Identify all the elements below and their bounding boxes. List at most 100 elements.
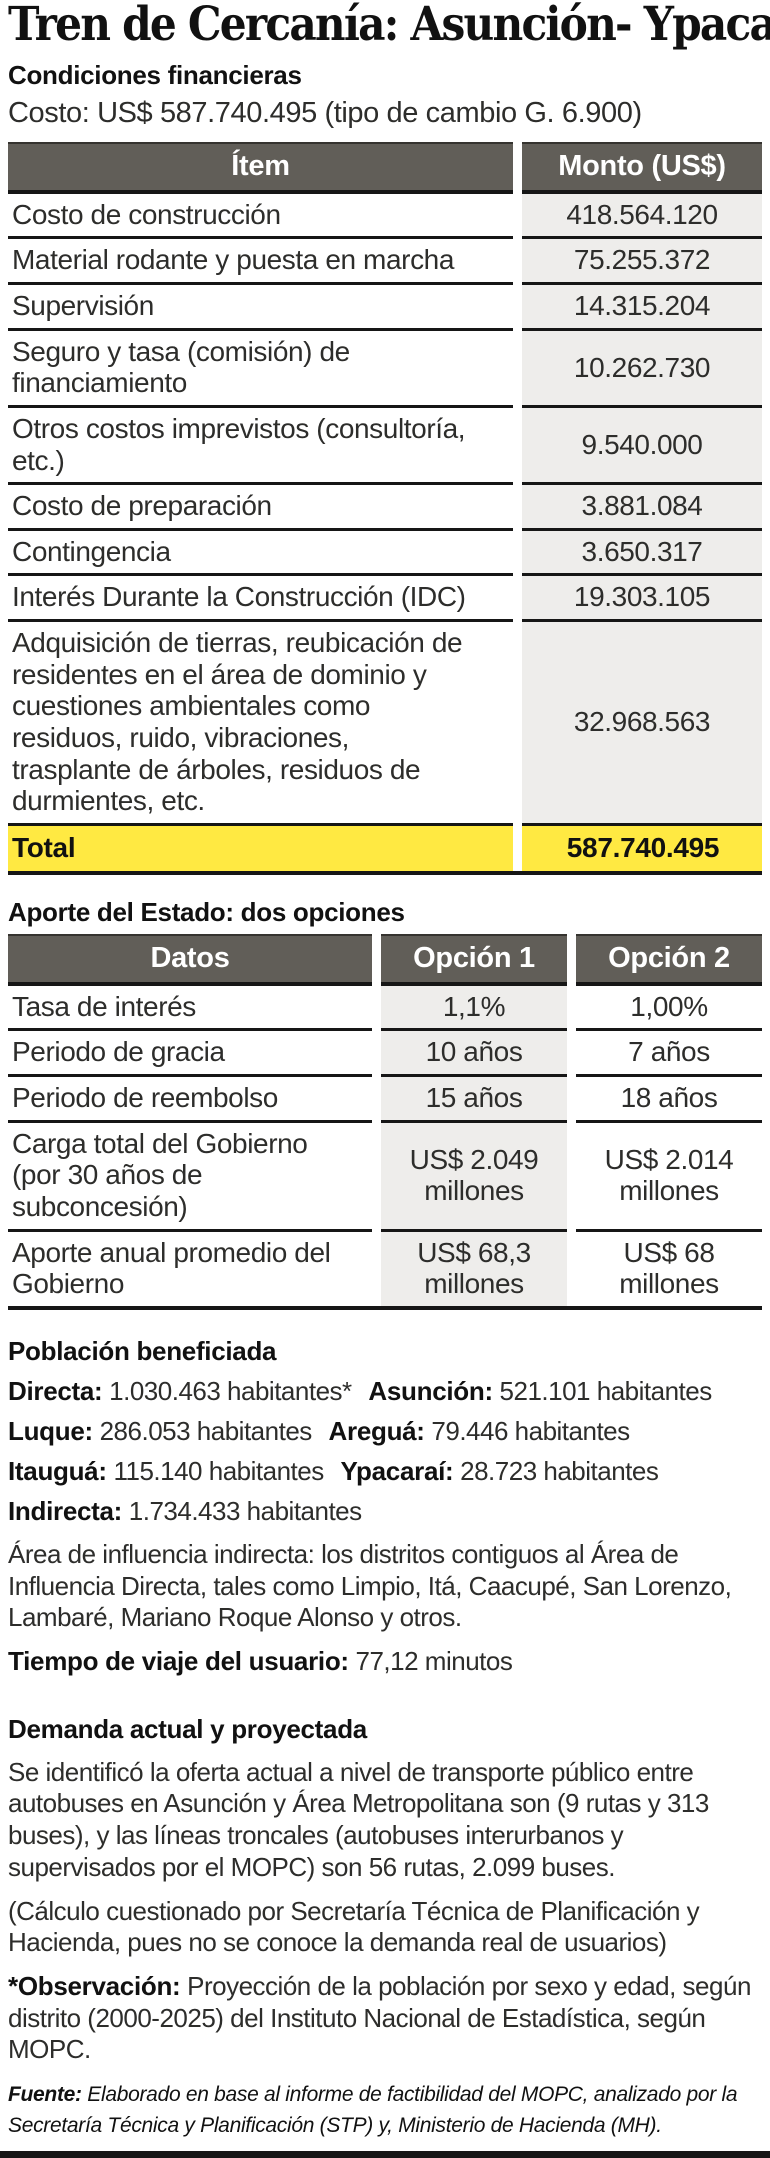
- table-row-item: Interés Durante la Construcción (IDC): [8, 576, 513, 623]
- bottom-rule: [0, 2151, 770, 2158]
- indirect-influence-note: Área de influencia indirecta: los distri…: [8, 1538, 732, 1633]
- source-label: Fuente:: [8, 2083, 82, 2107]
- column-divider: [513, 141, 522, 194]
- table-row-label: Periodo de gracia: [8, 1031, 372, 1078]
- column-divider: [513, 825, 522, 871]
- total-row-label: Total: [8, 825, 513, 871]
- observation-text: Proyección de la población por sexo y ed…: [8, 1971, 751, 2065]
- table-row-item: Contingencia: [8, 531, 513, 577]
- table-row-amount: 19.303.105: [522, 576, 762, 623]
- stat-value: 1.734.433 habitantes: [128, 1495, 362, 1526]
- demand-disclaimer: (Cálculo cuestionado por Secretaría Técn…: [8, 1895, 700, 1958]
- table-row-option2: US$ 2.014 millones: [576, 1123, 762, 1232]
- column-divider: [372, 1231, 381, 1306]
- population-stat-line: Directa: 1.030.463 habitantes* Asunción:…: [8, 1376, 762, 1407]
- table-row-option1: US$ 2.049 millones: [381, 1122, 567, 1232]
- column-divider: [567, 1077, 576, 1123]
- stat-label: Directa:: [8, 1375, 103, 1406]
- population-stat-line: Itauguá: 115.140 habitantes Ypacaraí: 28…: [8, 1456, 762, 1487]
- state-contribution-table: Datos Opción 1 Opción 2 Tasa de interés …: [8, 933, 762, 1310]
- observation-label: *Observación:: [8, 1971, 181, 2001]
- stat-value: 286.053 habitantes: [99, 1415, 313, 1446]
- population-heading: Población beneficiada: [8, 1335, 277, 1366]
- column-divider: [567, 1231, 576, 1306]
- table-row-label: Periodo de reembolso: [8, 1077, 372, 1123]
- table-row-option2: US$ 68 millones: [619, 1236, 719, 1300]
- column-divider: [513, 576, 522, 623]
- table-row-item: Supervisión: [8, 285, 513, 331]
- observation-note: *Observación: Proyección de la población…: [8, 1971, 762, 2066]
- table-row-item: Adquisición de tierras, reubicación de r…: [8, 622, 513, 826]
- table-row-label: Carga total del Gobierno (por 30 años de…: [8, 1123, 372, 1232]
- column-header-datos: Datos: [8, 933, 372, 986]
- column-divider: [372, 985, 381, 1032]
- column-header-option2: Opción 2: [576, 933, 762, 986]
- stat-value: 115.140 habitantes: [113, 1455, 324, 1486]
- stat-label: Ypacaraí:: [340, 1455, 454, 1486]
- column-header-amount: Monto (US$): [522, 141, 762, 194]
- column-divider: [513, 193, 522, 240]
- table-row-item: Otros costos imprevistos (consultoría, e…: [8, 408, 513, 486]
- table-row-item: Costo de construcción: [8, 194, 513, 240]
- table-row-amount: 9.540.000: [522, 407, 762, 486]
- column-divider: [567, 985, 576, 1032]
- column-divider: [513, 330, 522, 408]
- table-row-item: Seguro y tasa (comisión) de financiamien…: [8, 331, 513, 408]
- travel-time-line: Tiempo de viaje del usuario: 77,12 minut…: [8, 1646, 762, 1678]
- table-row-option1: 10 años: [381, 1031, 567, 1078]
- financial-table: Ítem Monto (US$) Costo de construcción 4…: [8, 141, 762, 875]
- table-row-option2: 1,00%: [576, 986, 762, 1032]
- column-divider: [372, 1031, 381, 1078]
- column-header-option1: Opción 1: [381, 933, 567, 986]
- travel-time-value: 77,12 minutos: [355, 1645, 513, 1676]
- column-header-item: Ítem: [8, 141, 513, 194]
- stat-value: 28.723 habitantes: [460, 1455, 659, 1486]
- table-row-amount: 418.564.120: [522, 193, 762, 240]
- source-text: Elaborado en base al informe de factibil…: [8, 2083, 738, 2137]
- table-row-item: Costo de preparación: [8, 485, 513, 531]
- column-divider: [513, 407, 522, 486]
- column-divider: [513, 530, 522, 577]
- demand-heading: Demanda actual y proyectada: [8, 1713, 367, 1744]
- table-row-item: Material rodante y puesta en marcha: [8, 239, 513, 286]
- table-row-amount: 75.255.372: [522, 239, 762, 286]
- table-row-option1: US$ 68,3 millones: [381, 1231, 567, 1306]
- table-row-label: Tasa de interés: [8, 986, 372, 1032]
- table-row-option2: 7 años: [576, 1031, 762, 1078]
- column-divider: [567, 933, 576, 986]
- population-stat-line: Indirecta: 1.734.433 habitantes: [8, 1496, 762, 1527]
- demand-paragraph: Se identificó la oferta actual a nivel d…: [8, 1756, 709, 1882]
- table-row-amount: 3.881.084: [522, 485, 762, 531]
- column-divider: [513, 239, 522, 286]
- financial-cost-subtitle: Costo: US$ 587.740.495 (tipo de cambio G…: [8, 96, 642, 129]
- stat-label: Areguá:: [328, 1415, 425, 1446]
- table-row-amount: 32.968.563: [522, 622, 762, 826]
- table-row-option1: 15 años: [381, 1077, 567, 1123]
- column-divider: [513, 485, 522, 531]
- column-divider: [372, 933, 381, 986]
- stat-value: 521.101 habitantes: [499, 1375, 713, 1406]
- stat-value: 1.030.463 habitantes*: [109, 1375, 352, 1406]
- table-row-amount: 3.650.317: [522, 530, 762, 577]
- financial-heading: Condiciones financieras: [8, 59, 302, 90]
- column-divider: [513, 285, 522, 331]
- state-contribution-heading: Aporte del Estado: dos opciones: [8, 896, 405, 927]
- column-divider: [567, 1122, 576, 1232]
- population-stat-line: Luque: 286.053 habitantes Areguá: 79.446…: [8, 1416, 762, 1447]
- total-row-amount: 587.740.495: [522, 825, 762, 871]
- stat-value: 79.446 habitantes: [431, 1415, 630, 1446]
- column-divider: [513, 622, 522, 826]
- travel-time-label: Tiempo de viaje del usuario:: [8, 1645, 349, 1676]
- stat-label: Itauguá:: [8, 1455, 107, 1486]
- table-row-option2: 18 años: [576, 1077, 762, 1123]
- table-row-option1: 1,1%: [381, 985, 567, 1032]
- table-row-amount: 10.262.730: [522, 330, 762, 408]
- column-divider: [372, 1077, 381, 1123]
- page-title: Tren de Cercanía: Asunción- Ypacaraí: [8, 0, 770, 52]
- source-credit: Fuente: Elaborado en base al informe de …: [8, 2080, 762, 2141]
- table-row-label: Aporte anual promedio del Gobierno: [12, 1236, 331, 1300]
- column-divider: [567, 1031, 576, 1078]
- stat-label: Asunción:: [368, 1375, 493, 1406]
- column-divider: [372, 1122, 381, 1232]
